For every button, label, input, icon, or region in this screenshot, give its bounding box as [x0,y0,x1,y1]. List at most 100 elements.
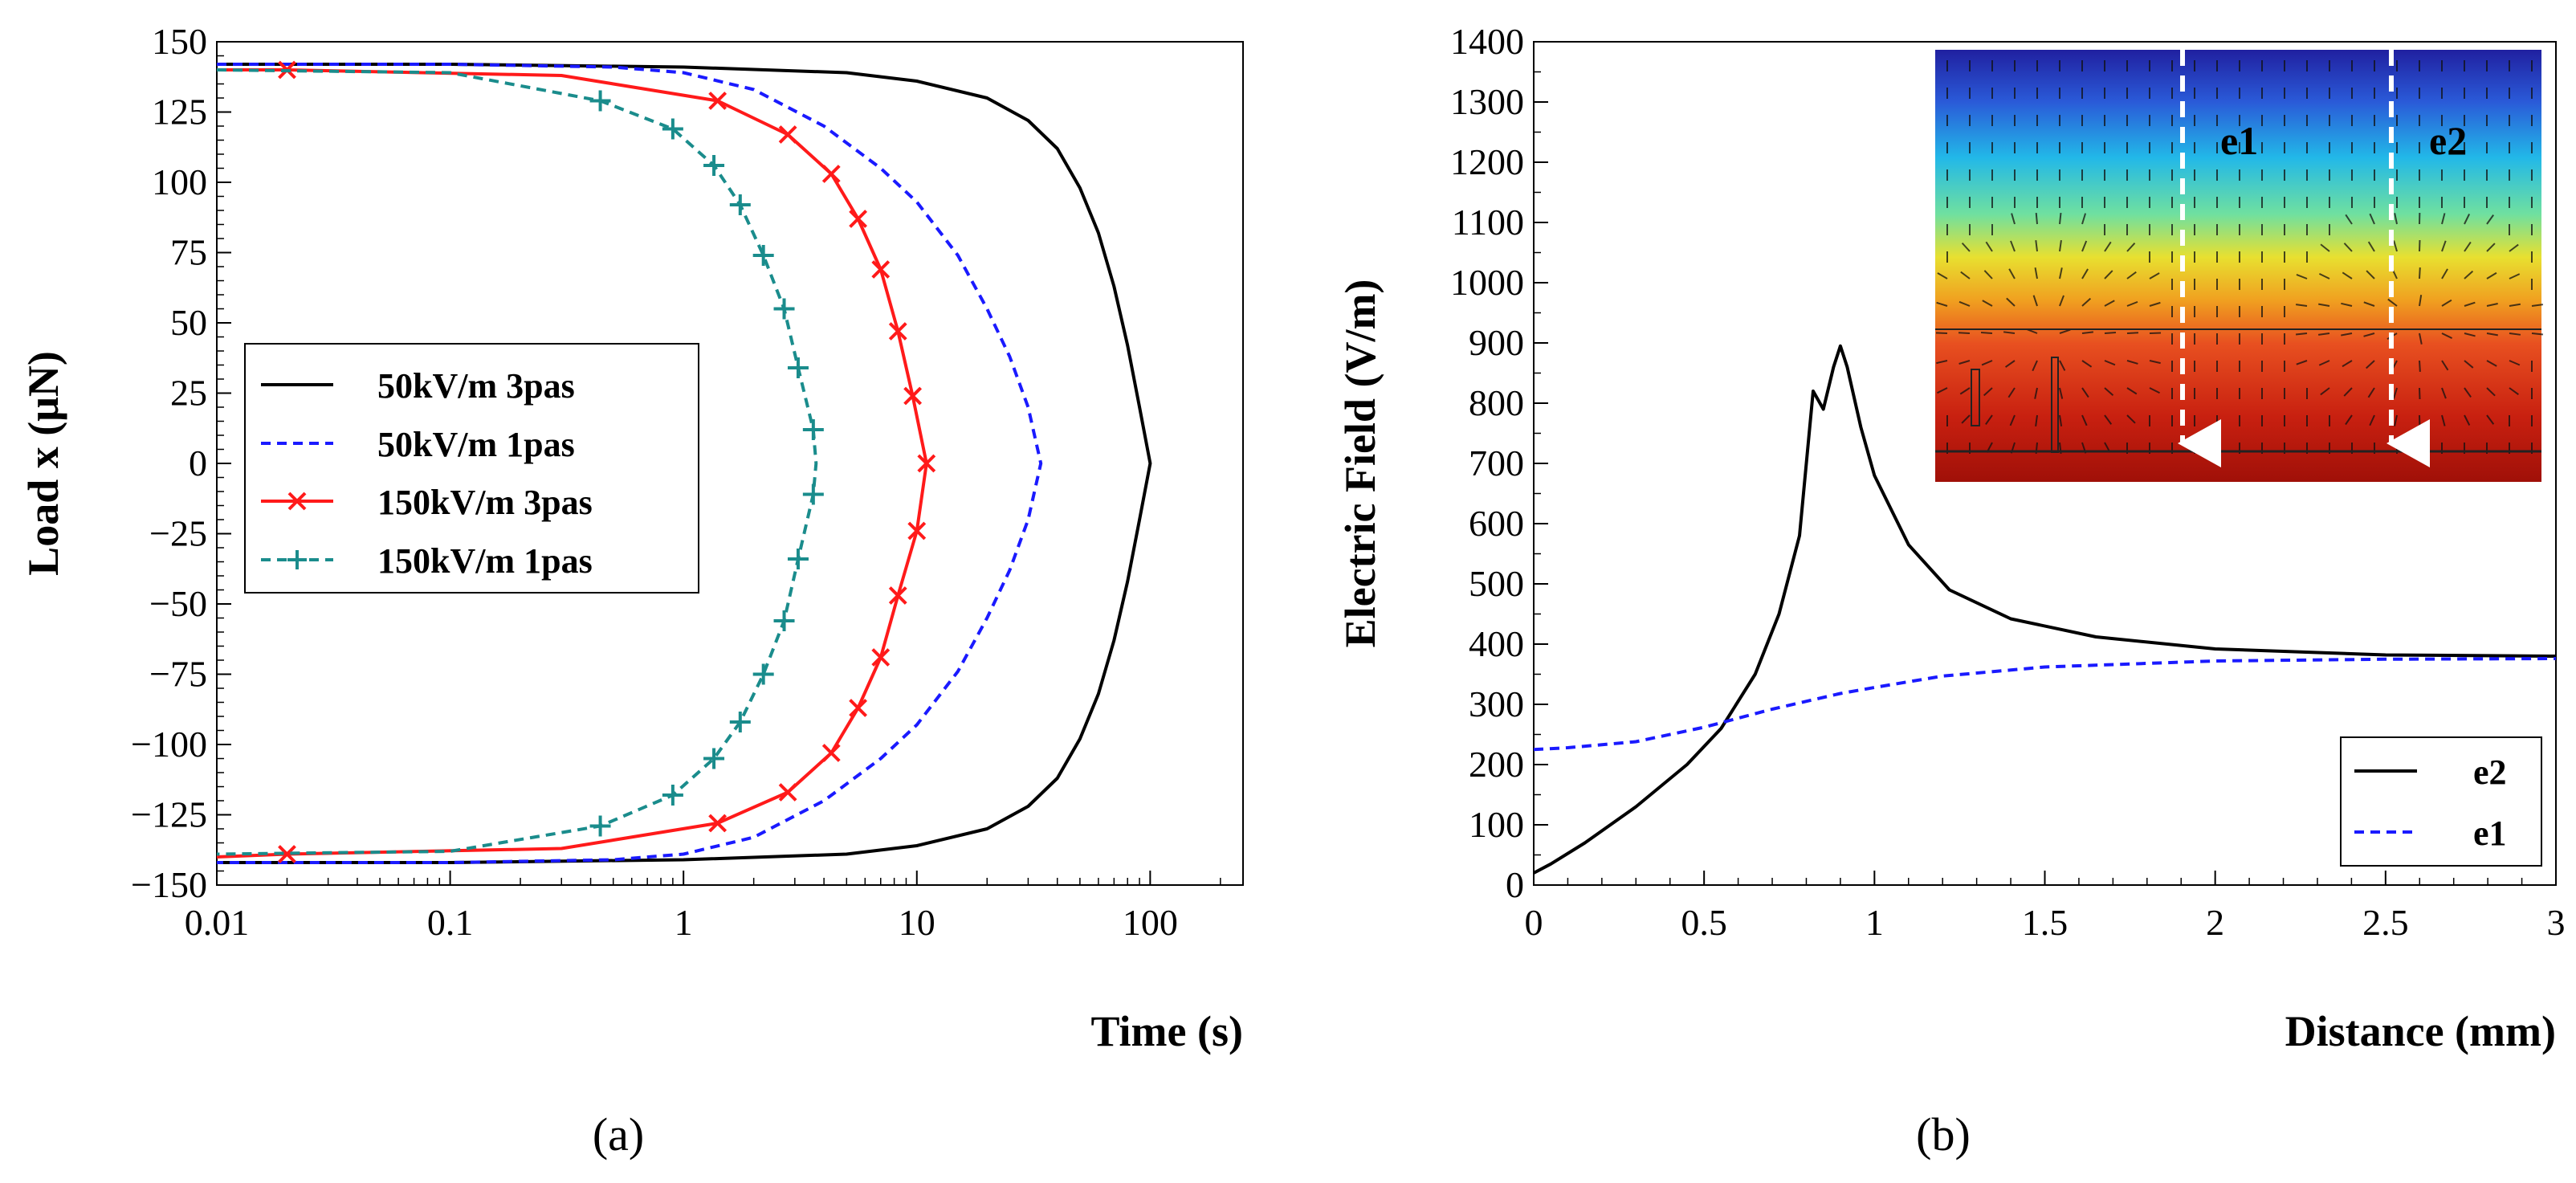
vector-arrow [2441,240,2447,252]
vector-arrow [2464,241,2472,252]
series-line-a-0 [217,63,1152,864]
vector-arrow [2464,414,2471,426]
x-tick-label-a: 10 [899,902,935,943]
vector-arrow [2009,414,2016,426]
vector-arrow [2486,214,2494,225]
caption-b: (b) [1916,1108,1971,1161]
y-tick-label-b: 800 [1469,382,1524,423]
vector-arrow [1983,270,1993,279]
y-tick-label-b: 900 [1469,322,1524,363]
vector-arrow [2464,360,2474,369]
marker-plus-point [589,815,611,837]
vector-arrow [2149,360,2161,365]
marker-x-point [903,386,923,406]
vector-arrow [2441,387,2447,399]
vector-arrow [1985,241,1993,252]
marker-plus-point [703,748,725,769]
inset-field-map: e1 e2 [1935,50,2544,482]
marker-x-point [821,744,841,762]
vector-arrow [2486,303,2498,307]
vector-arrow [2034,267,2038,279]
vector-arrow [1936,360,1948,365]
marker-plus-point [729,712,751,732]
vector-arrow [2149,332,2162,334]
marker-x-point [708,92,728,110]
legend-label-2: 150kV/m 3pas [377,483,593,522]
y-tick-label-b: 700 [1469,443,1524,483]
legend-label-1: 50kV/m 1pas [377,425,575,464]
marker-plus-point [752,663,774,685]
inset-colormap [1935,50,2541,482]
marker-plus-point [787,549,809,569]
vector-arrow [1958,300,1971,307]
vector-arrow [2059,267,2063,279]
vector-arrow [2486,271,2497,279]
vector-arrow [2531,304,2544,307]
vector-arrow [2363,301,2375,307]
y-tick-label-b: 1200 [1450,141,1524,182]
vector-arrow [2393,240,2398,252]
marker-plus-point [752,245,774,266]
vector-arrow [2059,387,2064,399]
marker-x-point [888,322,907,341]
vector-arrow [1935,332,1948,334]
marker-x-point [278,845,296,863]
axis-ticks-a: 150 125 100 75 50 25 0 −25 −50 −75 −100 −125 −1500.0… [131,21,1221,943]
vector-arrow [2149,301,2161,307]
vector-arrow [1959,387,1971,395]
inset-label-e1: e1 [2220,118,2258,163]
y-tick-label-a: 50 [170,302,207,343]
vector-arrow [2035,414,2038,427]
marker-x-point [821,165,841,183]
vector-arrow [2318,272,2330,279]
y-tick-label-a: 125 [152,92,207,133]
marker-plus-point [787,357,809,378]
series-line-b-0 [1533,344,2557,875]
inset-electrode-2 [1971,369,1980,426]
vector-arrow [1985,414,1993,425]
inset-vector-field [1935,60,2544,455]
vector-arrow [1982,300,1993,307]
vector-arrow [2419,267,2421,279]
vector-arrow [2394,213,2398,225]
y-tick-label-b: 200 [1469,744,1524,785]
vector-arrow [2296,360,2308,365]
vector-arrow [2341,332,2353,337]
vector-arrow [2008,268,2016,279]
vector-arrow [2104,414,2113,425]
vector-arrow [2342,360,2353,368]
marker-x-point [888,586,907,605]
y-tick-label-a: −125 [131,794,207,835]
vector-arrow [1937,272,1948,279]
y-axis-title-b: Electric Field (V/m) [1336,279,1384,648]
legend-label-b0: e2 [2473,753,2507,792]
x-tick-label-a: 1 [675,902,693,943]
vector-arrow [2059,360,2066,371]
vector-arrow [2419,295,2423,307]
vector-arrow [2081,268,2089,279]
vector-arrow [1980,331,1993,334]
vector-arrow [2486,243,2496,252]
vector-arrow [2464,332,2476,337]
marker-plus-point [729,194,751,215]
y-tick-label-a: −75 [149,654,207,695]
vector-arrow [1937,387,1948,394]
marker-plus-point [773,610,795,631]
vector-arrow [2007,387,2016,398]
vector-arrow [2296,274,2308,279]
vector-arrow [2320,243,2330,252]
legend-box-b [2340,736,2542,867]
vector-arrow [1936,301,1948,307]
vector-arrow [2441,268,2448,279]
vector-arrow [2343,387,2353,397]
vector-arrow [2509,273,2521,279]
vector-arrow [2035,212,2038,225]
vector-arrow [2419,387,2421,400]
x-tick-label-b: 2.5 [2362,902,2409,943]
vector-arrow [2343,243,2353,252]
vector-arrow [2393,387,2398,399]
vector-arrow [2441,213,2446,225]
vector-arrow [2464,387,2472,398]
vector-arrow [2509,360,2521,366]
legend-label-3: 150kV/m 1pas [377,541,593,581]
